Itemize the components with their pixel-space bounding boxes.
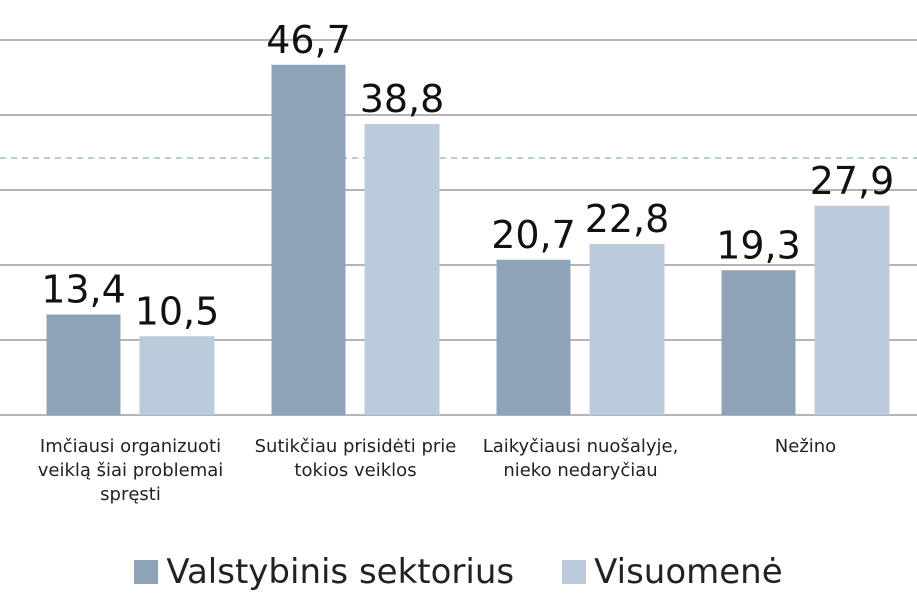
legend-swatch <box>134 560 159 584</box>
data-label: 10,5 <box>135 289 220 333</box>
legend-label: Visuomenė <box>594 552 783 592</box>
data-label: 20,7 <box>491 213 576 257</box>
x-tick-label: Laikyčiausi nuošalyje, nieko nedaryčiau <box>482 436 679 481</box>
legend-item: Visuomenė <box>562 552 783 592</box>
data-label: 38,8 <box>360 77 445 121</box>
data-label: 13,4 <box>41 268 126 312</box>
data-label: 27,9 <box>810 159 895 203</box>
x-tick-label: Sutikčiau prisidėti prie tokios veiklos <box>254 436 457 481</box>
bar <box>496 259 571 415</box>
data-label: 46,7 <box>266 18 351 62</box>
bar <box>721 270 796 415</box>
legend-swatch <box>562 560 587 584</box>
x-tick-label: Nežino <box>774 436 837 457</box>
bar <box>589 244 665 415</box>
bar <box>271 64 346 415</box>
data-label: 19,3 <box>716 223 801 267</box>
legend-item: Valstybinis sektorius <box>134 552 514 592</box>
bar <box>364 124 440 415</box>
legend: Valstybinis sektorius Visuomenė <box>0 552 917 592</box>
x-tick-label: Imčiausi organizuoti veiklą šiai problem… <box>37 436 224 505</box>
bar <box>46 314 121 415</box>
bar <box>814 205 890 415</box>
data-label: 22,8 <box>585 197 670 241</box>
legend-label: Valstybinis sektorius <box>166 552 515 592</box>
bar <box>139 336 215 415</box>
